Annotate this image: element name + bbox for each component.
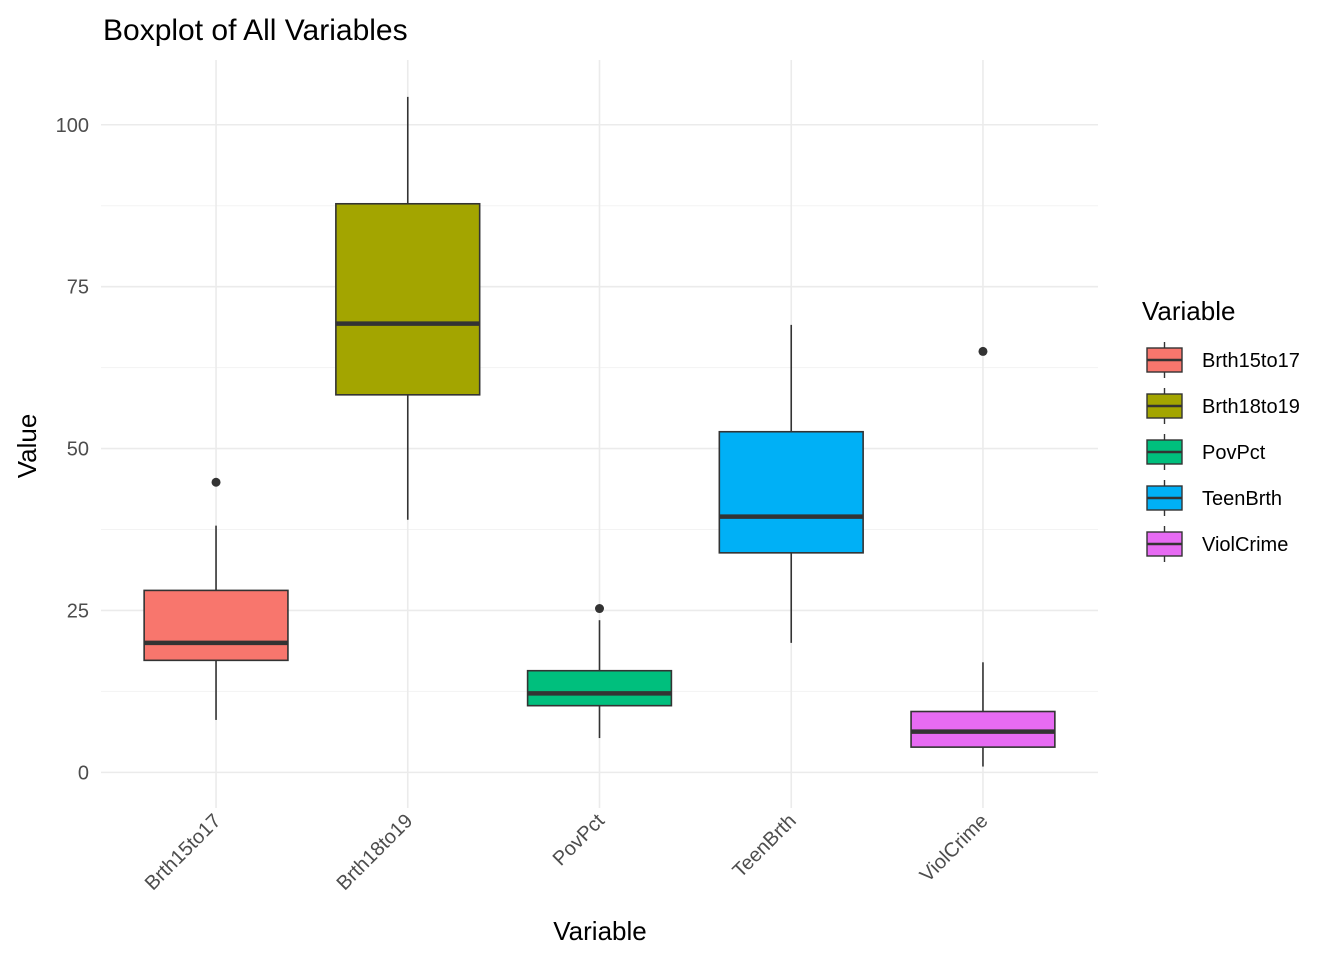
box-iqr bbox=[718, 430, 864, 554]
legend-item-povpct: PovPct bbox=[1146, 434, 1266, 470]
legend-item-violcrime: ViolCrime bbox=[1146, 526, 1288, 562]
x-tick-label: TeenBrth bbox=[729, 810, 801, 882]
box-iqr bbox=[526, 669, 673, 707]
x-tick-label: ViolCrime bbox=[916, 810, 993, 887]
y-tick-label: 0 bbox=[78, 762, 89, 784]
legend: Variable Brth15to17 Brth18to19 PovPct TeenB… bbox=[1142, 296, 1300, 562]
legend-item-brth18to19: Brth18to19 bbox=[1146, 388, 1300, 424]
legend-item-teenbrth: TeenBrth bbox=[1146, 480, 1282, 516]
y-tick-label: 25 bbox=[67, 600, 89, 622]
outlier-point bbox=[211, 477, 221, 487]
x-tick-label: PovPct bbox=[549, 810, 610, 871]
box-teenbrth bbox=[718, 324, 864, 643]
legend-label: ViolCrime bbox=[1202, 534, 1288, 556]
y-tick-label: 75 bbox=[67, 277, 89, 299]
box-povpct bbox=[526, 604, 673, 739]
y-tick-label: 50 bbox=[67, 439, 89, 461]
y-axis-ticks: 0 25 50 75 100 bbox=[56, 115, 89, 785]
x-axis-title: Variable bbox=[553, 916, 646, 946]
box-brth18to19 bbox=[335, 96, 481, 520]
legend-label: TeenBrth bbox=[1202, 488, 1282, 510]
x-tick-label: Brth15to17 bbox=[141, 810, 226, 895]
box-brth15to17 bbox=[143, 477, 289, 720]
y-tick-label: 100 bbox=[56, 115, 89, 137]
legend-label: PovPct bbox=[1202, 442, 1266, 464]
chart-title: Boxplot of All Variables bbox=[103, 14, 408, 47]
legend-label: Brth18to19 bbox=[1202, 396, 1300, 418]
x-axis-ticks: Brth15to17 Brth18to19 PovPct TeenBrth ViolCr… bbox=[141, 810, 993, 895]
boxes bbox=[143, 96, 1056, 767]
legend-title: Variable bbox=[1142, 296, 1235, 326]
outlier-point bbox=[978, 346, 988, 356]
box-iqr bbox=[335, 202, 481, 396]
box-iqr bbox=[910, 710, 1056, 748]
legend-item-brth15to17: Brth15to17 bbox=[1146, 342, 1300, 378]
box-iqr bbox=[143, 589, 289, 662]
y-axis-title: Value bbox=[12, 414, 42, 479]
legend-label: Brth15to17 bbox=[1202, 350, 1300, 372]
x-tick-label: Brth18to19 bbox=[333, 810, 418, 895]
outlier-point bbox=[595, 604, 604, 614]
box-violcrime bbox=[910, 346, 1056, 767]
